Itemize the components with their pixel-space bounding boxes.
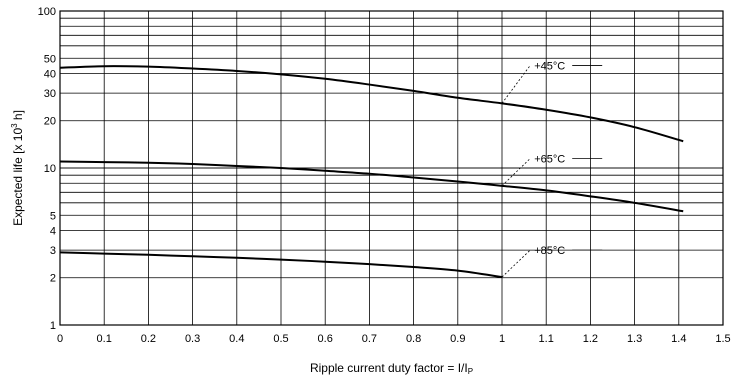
series-label: +65°C xyxy=(534,153,565,165)
plot-frame xyxy=(59,10,724,326)
x-tick-label: 0.3 xyxy=(185,333,200,345)
annotation-leader xyxy=(501,249,531,278)
y-tick-label: 50 xyxy=(44,53,56,65)
x-tick-label: 0.4 xyxy=(229,333,244,345)
x-tick-label: 0.7 xyxy=(362,333,377,345)
x-tick-label: 1.1 xyxy=(539,333,554,345)
y-tick-labels: 1 2 3 4 5 10 20 30 40 50 100 xyxy=(38,6,56,332)
x-tick-label: 1 xyxy=(499,333,505,345)
series-curves xyxy=(59,65,684,279)
x-tick-label: 0.9 xyxy=(450,333,465,345)
y-tick-label: 30 xyxy=(44,88,56,100)
x-tick-label: 0.8 xyxy=(406,333,421,345)
x-tick-label: 1.3 xyxy=(627,333,642,345)
series-label: +85°C xyxy=(534,245,565,257)
y-tick-label: 5 xyxy=(50,210,56,222)
y-tick-label: 4 xyxy=(50,225,56,237)
y-tick-label: 20 xyxy=(44,116,56,128)
y-tick-label: 10 xyxy=(44,163,56,175)
series-line xyxy=(59,251,503,279)
series-label: +45°C xyxy=(534,60,565,72)
y-axis-title: Expected life [x 103 h] xyxy=(10,110,25,226)
x-tick-label: 1.2 xyxy=(583,333,598,345)
x-tick-label: 0.6 xyxy=(318,333,333,345)
x-tick-label: 0.5 xyxy=(273,333,288,345)
y-tick-label: 100 xyxy=(38,6,56,18)
x-tick-label: 0.2 xyxy=(141,333,156,345)
series-line xyxy=(59,65,684,143)
y-tick-label: 3 xyxy=(50,245,56,257)
x-tick-label: 1.5 xyxy=(715,333,730,345)
series-annotations: +45°C +65°C +85°C xyxy=(501,60,603,278)
annotation-leader xyxy=(501,158,531,187)
y-tick-label: 2 xyxy=(50,273,56,285)
x-tick-label: 0 xyxy=(57,333,63,345)
x-axis-title: Ripple current duty factor = I/IP xyxy=(310,361,473,376)
annotation-leader xyxy=(501,65,531,104)
x-tick-labels: 0 0.1 0.2 0.3 0.4 0.5 0.6 0.7 0.8 0.9 1 1.1 1.2 1.3 1.… xyxy=(57,333,731,345)
x-tick-label: 1.4 xyxy=(671,333,686,345)
series-line xyxy=(59,160,684,213)
y-tick-label: 1 xyxy=(50,320,56,332)
x-tick-label: 0.1 xyxy=(97,333,112,345)
y-tick-label: 40 xyxy=(44,68,56,80)
grid xyxy=(59,10,724,326)
